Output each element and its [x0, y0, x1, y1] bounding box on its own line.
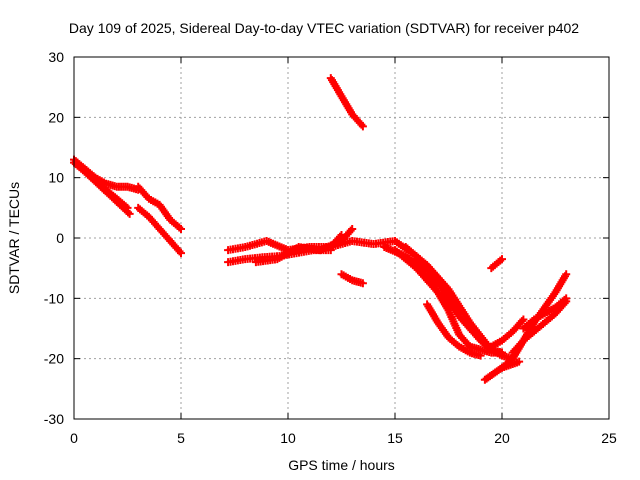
y-tick-label: 10: [48, 170, 64, 186]
x-tick-label: 10: [280, 430, 296, 446]
data-point-trail: [532, 310, 547, 323]
data-point: [358, 122, 367, 131]
series-track-10: [337, 270, 367, 288]
data-point-trail: [456, 314, 473, 331]
data-point-trail: [508, 358, 521, 368]
data-point: [515, 357, 524, 366]
data-point-trail: [542, 290, 559, 310]
data-point-trail: [456, 332, 473, 349]
data-point-trail: [168, 217, 184, 232]
series-track-14: [423, 300, 485, 360]
x-tick-label: 25: [601, 430, 617, 446]
data-point-trail: [510, 317, 526, 334]
series-track-17: [487, 255, 506, 273]
data-point: [177, 224, 185, 233]
data-point-trail: [499, 356, 515, 371]
data-point-trail: [167, 238, 184, 256]
data-point-trail: [446, 335, 462, 350]
data-point-trail: [489, 346, 504, 359]
data-points: [70, 74, 571, 384]
data-point-trail: [531, 319, 548, 335]
series-track-5: [134, 203, 185, 258]
data-point-trail: [521, 329, 537, 344]
data-point: [177, 249, 185, 258]
data-point-trail: [101, 187, 120, 205]
series-track-21: [519, 294, 571, 333]
x-tick-label: 5: [177, 430, 185, 446]
data-point-trail: [424, 263, 451, 292]
data-point-trail: [392, 247, 408, 262]
data-point-trail: [542, 310, 558, 325]
data-point-trail: [521, 316, 537, 331]
x-tick-label: 0: [70, 430, 78, 446]
data-point-trail: [491, 364, 505, 377]
series-track-3: [74, 161, 134, 218]
x-tick-label: 15: [387, 430, 403, 446]
data-point-trail: [114, 199, 133, 217]
x-axis-label: GPS time / hours: [288, 457, 395, 473]
data-point-trail: [552, 272, 570, 295]
data-point-trail: [349, 112, 366, 129]
data-point-trail: [157, 226, 173, 244]
data-point-trail: [275, 244, 301, 262]
data-point-trail: [339, 226, 355, 244]
data-point-trail: [457, 343, 472, 356]
data-point: [125, 209, 134, 218]
data-point-trail: [75, 163, 94, 181]
data-point-trail: [413, 265, 430, 283]
data-point-trail: [403, 256, 419, 271]
data-point: [519, 315, 528, 324]
data-point-trail: [147, 195, 162, 208]
data-point-trail: [350, 237, 376, 248]
data-point-trail: [482, 370, 496, 383]
data-point-trail: [542, 304, 558, 317]
series-track-9: [251, 224, 357, 267]
series-track-4: [134, 182, 185, 233]
data-point-trail: [226, 255, 247, 266]
data-point-trail: [435, 320, 452, 340]
data-point-trail: [446, 301, 462, 314]
series-track-6: [326, 74, 367, 131]
data-point-trail: [445, 287, 473, 325]
data-point-trail: [135, 184, 152, 202]
data-point-trail: [499, 329, 515, 344]
data-point-trail: [88, 175, 107, 193]
data-point-trail: [338, 94, 356, 117]
data-point-trail: [146, 214, 163, 232]
chart-title: Day 109 of 2025, Sidereal Day-to-day VTE…: [69, 20, 579, 36]
y-tick-label: 0: [56, 230, 64, 246]
data-point: [476, 351, 485, 360]
data-point-trail: [435, 290, 451, 307]
data-point-trail: [510, 338, 526, 355]
y-tick-label: 30: [48, 49, 64, 65]
y-tick-label: -30: [44, 411, 64, 427]
data-point-trail: [135, 205, 152, 220]
data-point-trail: [424, 277, 441, 295]
y-tick-label: -20: [44, 351, 64, 367]
data-point-trail: [226, 243, 247, 254]
data-point: [358, 279, 367, 288]
data-point: [498, 255, 506, 264]
data-point-trail: [156, 202, 173, 223]
y-tick-label: 20: [48, 109, 64, 125]
data-point-trail: [489, 256, 505, 271]
data-point-trail: [403, 244, 430, 268]
y-axis-label: SDTVAR / TECUs: [6, 182, 22, 294]
data-point-trail: [424, 302, 441, 325]
data-point-trail: [327, 76, 345, 99]
data-point: [562, 294, 571, 303]
axis-ticks: 0 5 10 15 20 25 -30 -20 -10 0 10 20 30: [44, 49, 617, 446]
data-point-trail: [553, 295, 569, 310]
x-tick-label: 20: [494, 430, 510, 446]
data-point-trail: [489, 337, 504, 350]
data-point-trail: [243, 237, 269, 251]
y-tick-label: -10: [44, 290, 64, 306]
data-point: [562, 270, 571, 279]
series-track-20: [487, 315, 528, 351]
data-point-trail: [445, 308, 463, 337]
data-point-trail: [339, 271, 355, 284]
data-point: [348, 224, 357, 233]
